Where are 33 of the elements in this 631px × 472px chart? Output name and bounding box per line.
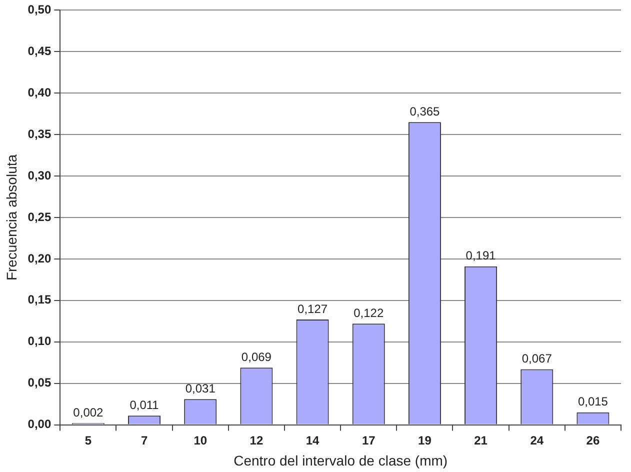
y-tick-label: 0,35 [28, 126, 52, 141]
y-tick-label: 0,30 [28, 168, 52, 182]
x-tick-label: 21 [474, 433, 488, 448]
y-tick-label: 0,40 [28, 85, 52, 100]
x-tick-label: 7 [140, 433, 148, 448]
y-tick-label: 0,20 [28, 251, 52, 266]
data-label: 0,122 [354, 306, 384, 320]
x-tick-label: 26 [586, 433, 600, 448]
data-label: 0,011 [130, 398, 160, 412]
data-label: 0,031 [185, 381, 216, 396]
x-tick-label: 19 [418, 433, 432, 448]
y-tick-label: 0,10 [28, 334, 52, 348]
y-tick-label: 0,50 [28, 2, 52, 17]
x-tick-label: 14 [306, 433, 320, 448]
data-label: 0,127 [298, 302, 328, 316]
x-tick-label: 17 [362, 433, 376, 448]
x-tick-label: 12 [250, 433, 264, 448]
data-label: 0,002 [73, 405, 104, 420]
x-tick-label: 5 [84, 433, 92, 448]
x-tick-label: 24 [530, 433, 544, 448]
x-tick-label: 10 [194, 433, 208, 448]
y-axis-title: Frecuencia absoluta [3, 154, 20, 281]
data-label: 0,191 [466, 248, 496, 263]
y-tick-label: 0,00 [28, 417, 52, 432]
y-tick-label: 0,15 [28, 292, 52, 307]
y-tick-label: 0,25 [28, 210, 52, 224]
data-label: 0,069 [241, 350, 272, 364]
data-label: 0,067 [522, 352, 552, 366]
y-tick-label: 0,45 [28, 44, 52, 58]
y-tick-label: 0,05 [28, 376, 52, 390]
x-axis-title: Centro del intervalo de clase (mm) [234, 452, 448, 468]
data-label: 0,365 [410, 104, 440, 118]
data-label: 0,015 [578, 394, 608, 409]
